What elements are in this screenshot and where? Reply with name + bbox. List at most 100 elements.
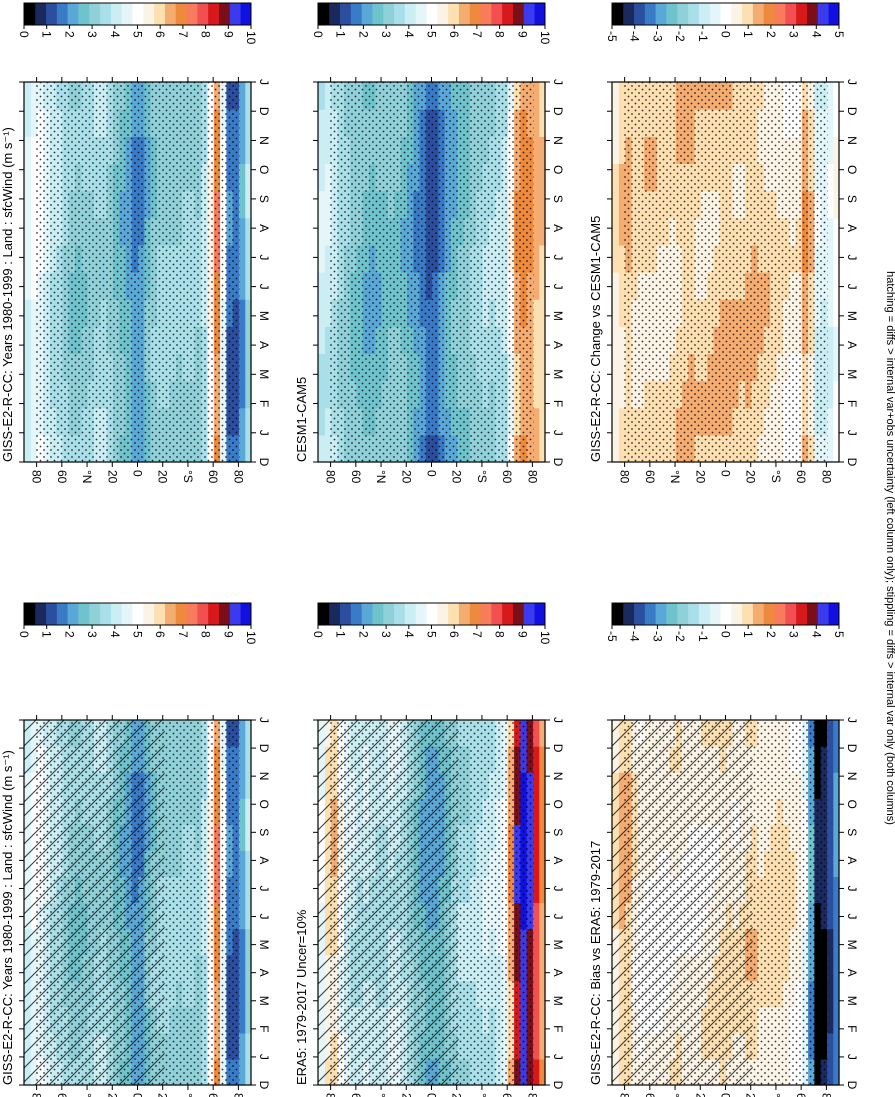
heatmap-cell <box>324 136 332 165</box>
panel-title: GISS-E2-R-CC: Years 1980-1999 : Land : s… <box>0 127 15 462</box>
heatmap-cell <box>532 299 540 327</box>
heatmap-cell <box>612 163 619 192</box>
colorbar-label: 3 <box>85 31 99 38</box>
month-tick-label: J <box>845 284 859 290</box>
colorbar-swatch <box>480 603 492 625</box>
month-tick-label: D <box>845 1081 859 1090</box>
lat-tick-label: 80 <box>819 470 833 484</box>
heatmap-cell <box>538 824 546 851</box>
heatmap-cell <box>30 163 38 192</box>
heatmap-cell <box>612 136 619 165</box>
colorbar-swatch <box>372 3 384 25</box>
colorbar-swatch <box>752 3 764 25</box>
colorbar-swatch <box>698 3 710 25</box>
month-tick-label: N <box>845 136 859 145</box>
heatmap-cell <box>238 876 246 904</box>
month-tick-label: M <box>257 311 271 321</box>
heatmap-cell <box>538 190 546 219</box>
colorbar-label: 7 <box>176 31 190 38</box>
colorbar-swatch <box>218 603 230 625</box>
heatmap-cell <box>24 190 31 219</box>
heatmap-cell <box>244 798 252 825</box>
month-tick-label: A <box>845 224 859 232</box>
colorbar-swatch <box>404 3 416 25</box>
heatmap-cell <box>826 720 834 747</box>
colorbar-swatch <box>644 603 656 625</box>
colorbar-swatch <box>436 603 449 625</box>
colorbar-swatch <box>741 3 753 25</box>
heatmap-cell <box>826 928 834 956</box>
month-tick-label: O <box>257 800 271 809</box>
colorbar-swatch <box>56 3 68 25</box>
colorbar-swatch <box>447 603 459 625</box>
heatmap-cell <box>30 407 38 436</box>
heatmap-cell <box>318 326 325 355</box>
colorbar-swatch <box>480 3 492 25</box>
heatmap-cell <box>612 326 619 355</box>
colorbar-swatch <box>328 603 341 625</box>
lat-tick-label: 0 <box>719 1093 733 1097</box>
colorbar-swatch <box>795 603 807 625</box>
colorbar-swatch <box>490 3 503 25</box>
colorbar-label: -4 <box>628 31 642 42</box>
colorbar-swatch <box>207 603 219 625</box>
colorbar-swatch <box>806 3 818 25</box>
stippling-overlay <box>623 720 828 1085</box>
colorbar-label: 2 <box>764 631 778 638</box>
colorbar-label: 10 <box>538 31 552 45</box>
month-tick-label: O <box>845 800 859 809</box>
colorbar-swatch <box>153 603 165 625</box>
colorbar-swatch <box>655 603 667 625</box>
heatmap-cell <box>826 902 834 930</box>
month-tick-label: J <box>845 717 859 723</box>
colorbar-label: 9 <box>515 631 529 638</box>
lat-tick-label: 20 <box>450 1093 464 1097</box>
colorbar-swatch <box>774 603 786 625</box>
heatmap-cell <box>826 190 834 219</box>
lat-tick-label: 80 <box>618 1093 632 1097</box>
lat-tick-label: 20 <box>744 470 758 484</box>
heatmap-cell <box>618 272 626 300</box>
heatmap-cell <box>538 244 546 273</box>
heatmap-cell <box>324 272 332 300</box>
month-tick-label: D <box>551 1081 565 1090</box>
heatmap-cell <box>826 407 834 436</box>
heatmap-cell <box>324 326 332 355</box>
month-tick-label: J <box>257 885 271 891</box>
heatmap-cell <box>532 434 540 463</box>
lat-tick-label: 20 <box>156 470 170 484</box>
colorbar-label: 8 <box>199 631 213 638</box>
heatmap-cell <box>238 217 246 246</box>
month-tick-label: S <box>845 195 859 203</box>
heatmap-cell <box>612 380 619 409</box>
panel-title: ERA5: 1979-2017 Uncer=10% <box>294 909 309 1085</box>
colorbar-swatch <box>24 3 36 25</box>
heatmap-cell <box>826 272 834 300</box>
lat-tick-label: 0 <box>425 1093 439 1097</box>
colorbar-swatch <box>110 603 122 625</box>
month-tick-label: J <box>845 885 859 891</box>
colorbar-label: -2 <box>673 631 687 642</box>
heatmap-cell <box>538 434 546 463</box>
colorbar-swatch <box>240 603 252 625</box>
lat-tick-label: 60 <box>55 1093 69 1097</box>
heatmap-cell <box>532 1006 540 1034</box>
heatmap-cell <box>532 772 540 799</box>
colorbar-swatch <box>469 603 481 625</box>
colorbar-label: 5 <box>425 631 439 638</box>
colorbar-label: 7 <box>176 631 190 638</box>
lat-tick-label: 60 <box>643 1093 657 1097</box>
panel-p6: 80 60 °N 20 0 20 °S 60 80DJFMAMJJASONDJGISS-E2-R… <box>588 2 859 484</box>
heatmap-cell <box>618 380 626 409</box>
heatmap-cell <box>832 876 840 904</box>
heatmap-cell <box>238 244 246 273</box>
colorbar-swatch <box>534 603 546 625</box>
heatmap-cell <box>532 353 540 382</box>
heatmap-cell <box>538 850 546 878</box>
heatmap-cell <box>532 980 540 1008</box>
month-tick-label: D <box>257 107 271 116</box>
lat-tick-label: °S <box>769 1093 783 1097</box>
lat-tick-label: 80 <box>324 1093 338 1097</box>
heatmap-cell <box>324 407 332 436</box>
colorbar-swatch <box>763 603 775 625</box>
